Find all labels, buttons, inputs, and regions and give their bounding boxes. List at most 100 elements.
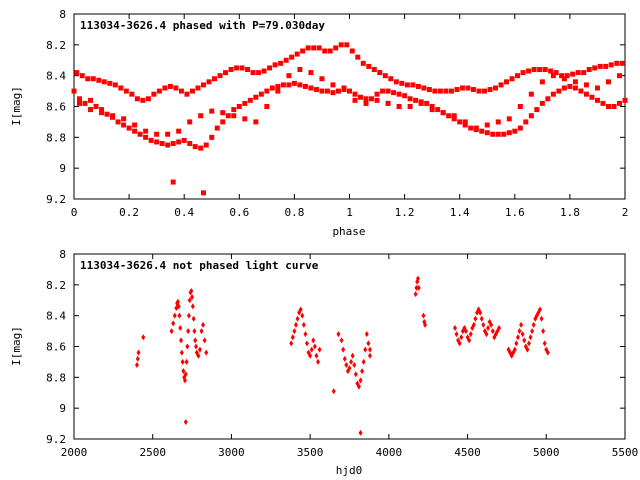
phased-data-point [319, 88, 325, 94]
unphased-data-point [172, 312, 177, 319]
phased-data-point [402, 93, 408, 99]
unphased-data-point [202, 337, 207, 344]
phased-data-point [592, 65, 598, 71]
phased-data-point [96, 77, 102, 83]
phased-data-point [104, 111, 110, 117]
phased-x-tick-label: 1 [346, 206, 353, 219]
phased-data-point [603, 63, 609, 69]
unphased-data-point [525, 346, 530, 353]
unphased-data-point [180, 358, 185, 365]
unphased-x-tick-label: 5500 [612, 446, 639, 459]
unphased-data-point [134, 362, 139, 368]
unphased-data-point [175, 298, 180, 305]
phased-data-point [118, 85, 124, 91]
unphased-data-point [542, 340, 547, 347]
unphased-data-point [312, 343, 317, 350]
phased-data-point [247, 97, 253, 103]
phased-data-point [597, 63, 603, 69]
phased-data-point [319, 76, 325, 82]
phased-data-point [462, 122, 468, 128]
phased-data-point [333, 45, 339, 51]
unphased-data-point [186, 312, 191, 319]
phased-data-point [498, 82, 504, 88]
unphased-x-tick-label: 2000 [61, 446, 88, 459]
phased-data-point [341, 85, 347, 91]
phased-data-point [344, 42, 350, 48]
phased-data-point [156, 88, 162, 94]
phased-data-point [71, 88, 77, 94]
phased-data-point [159, 141, 165, 146]
phased-data-point [234, 65, 240, 71]
phased-data-point [192, 144, 198, 150]
phased-data-point [154, 131, 160, 137]
phased-data-point [134, 96, 140, 102]
unphased-data-point [497, 325, 502, 331]
phased-data-point [407, 96, 413, 102]
phased-data-point [123, 88, 129, 94]
phased-data-point [313, 87, 319, 93]
unphased-light-curve-panel: 113034-3626.4 not phased light curve hjd… [10, 248, 638, 477]
unphased-y-tick-label: 8.6 [46, 341, 66, 354]
phased-data-point [539, 100, 545, 106]
phased-data-point [572, 79, 578, 85]
unphased-data-point [300, 312, 305, 319]
unphased-data-point [515, 334, 520, 341]
unphased-data-point [531, 321, 536, 328]
unphased-data-point [360, 368, 365, 375]
unphased-data-point [141, 334, 146, 341]
phased-data-point [99, 107, 105, 113]
unphased-data-point [191, 315, 196, 322]
unphased-data-point [190, 294, 195, 301]
phased-data-point [203, 142, 209, 148]
phased-data-point [316, 45, 322, 51]
phased-data-point [330, 82, 336, 88]
unphased-data-point [190, 303, 195, 310]
phased-data-point [85, 76, 91, 82]
phased-data-point [608, 62, 614, 68]
phased-data-point [278, 60, 284, 66]
unphased-data-point [197, 346, 202, 353]
phased-data-point [528, 113, 534, 119]
phased-data-point [143, 128, 149, 134]
phased-data-point [302, 83, 308, 89]
phased-data-point [374, 97, 380, 103]
phased-data-point [178, 88, 184, 94]
phased-y-tick-label: 9.2 [46, 193, 66, 206]
phased-data-point [581, 70, 587, 76]
phased-data-point [88, 97, 94, 103]
phased-y-tick-label: 8.2 [46, 39, 66, 52]
phased-data-point [374, 91, 380, 97]
phased-data-point [140, 97, 146, 103]
phased-data-point [275, 88, 281, 94]
phased-data-point [495, 119, 501, 125]
unphased-y-tick-label: 8 [59, 248, 66, 261]
phased-data-point [151, 91, 157, 97]
unphased-data-point [196, 352, 201, 359]
phased-data-point [170, 141, 176, 146]
unphased-data-point [415, 275, 420, 282]
unphased-data-point [182, 377, 187, 384]
unphased-data-point [452, 325, 457, 331]
phased-data-point [509, 76, 515, 82]
phased-data-point [355, 54, 361, 60]
phased-data-point [223, 70, 229, 76]
unphased-data-point [298, 306, 303, 313]
phased-data-point [264, 104, 270, 109]
unphased-data-point [290, 334, 295, 341]
phased-data-point [605, 104, 611, 109]
phased-data-point [189, 88, 195, 94]
unphased-data-point [344, 362, 349, 368]
unphased-data-point [289, 340, 294, 347]
unphased-data-point [541, 328, 546, 335]
phased-x-tick-label: 0.4 [174, 206, 194, 219]
unphased-data-point [539, 315, 544, 322]
unphased-data-point [342, 355, 347, 362]
phased-data-point [448, 88, 454, 94]
phased-data-point [561, 76, 567, 82]
phased-data-point [440, 110, 446, 116]
phased-data-point [187, 119, 193, 125]
phased-data-point [517, 104, 523, 109]
phased-data-point [512, 128, 518, 134]
phased-data-point [77, 96, 83, 102]
